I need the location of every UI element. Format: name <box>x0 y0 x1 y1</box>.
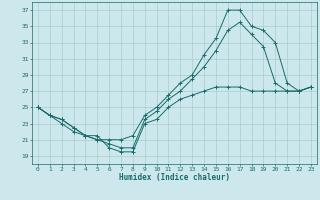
X-axis label: Humidex (Indice chaleur): Humidex (Indice chaleur) <box>119 173 230 182</box>
